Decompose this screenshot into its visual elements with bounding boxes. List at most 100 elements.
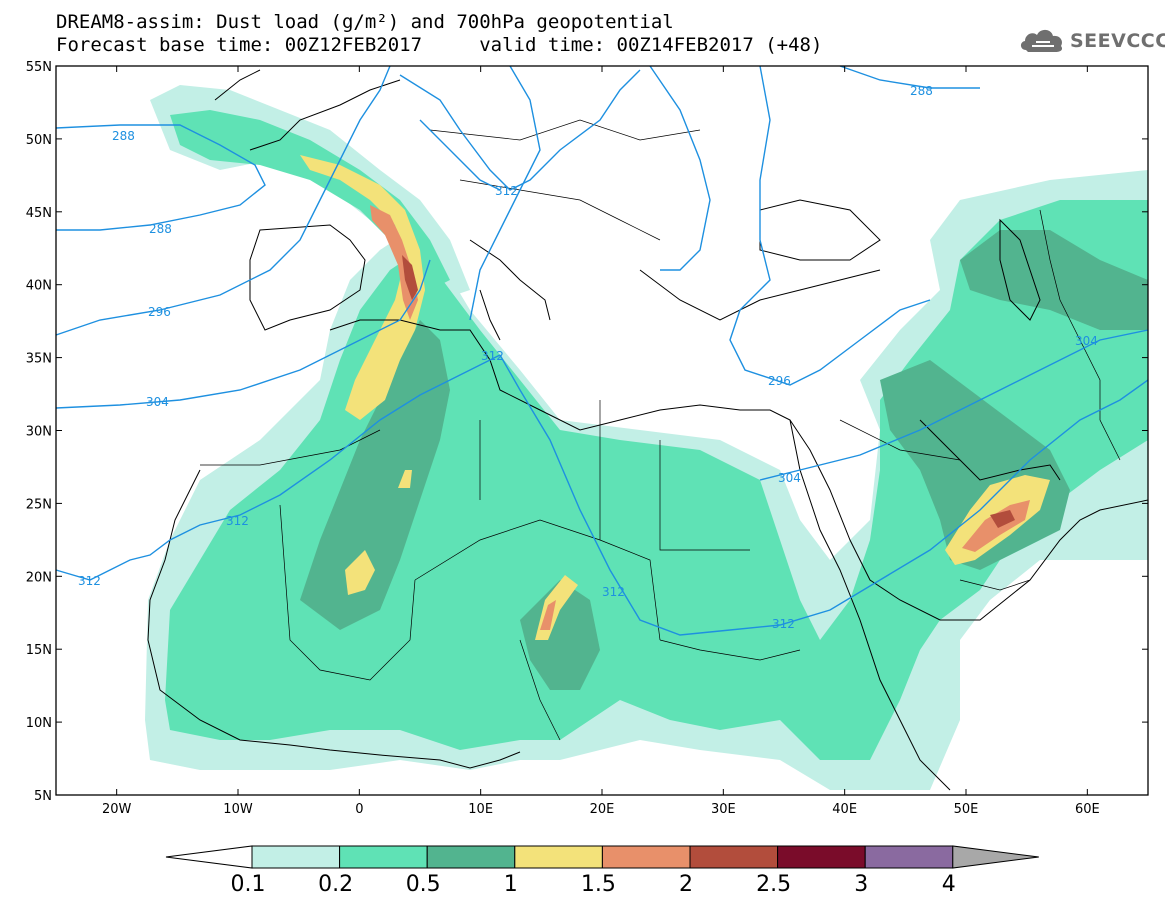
- lon-tick-label: 10W: [223, 802, 253, 817]
- coastlines: [147, 69, 1149, 791]
- border-iran: [1039, 209, 1121, 461]
- coastline-iberia: [249, 224, 366, 331]
- contour-label-296: 296: [148, 305, 171, 319]
- dust-region-dark: [300, 320, 450, 630]
- colorbar-swatch: [864, 845, 954, 869]
- colorbar-over-triangle: [952, 845, 1039, 869]
- dust-region-yellow-algeria: [345, 550, 375, 595]
- lat-tick-label: 40N: [26, 279, 52, 294]
- dust-region-yellow-niger: [398, 470, 412, 488]
- colorbar-swatch: [339, 845, 428, 869]
- colorbar-swatch: [777, 845, 866, 869]
- contour-296-west: [55, 65, 391, 336]
- lat-tick-label: 10N: [26, 716, 52, 731]
- contour-label-304: 304: [778, 471, 801, 485]
- colorbar-under-triangle: [165, 845, 253, 869]
- coastline-arabia: [789, 419, 1149, 621]
- contour-label-304: 304: [146, 395, 169, 409]
- seevccc-logo: SEEVCCC: [1018, 24, 1165, 58]
- border-sahara-5: [659, 440, 750, 551]
- colorbar: [165, 845, 1039, 869]
- contour-label-312: 312: [602, 585, 625, 599]
- border-arabia-1: [839, 419, 961, 461]
- contour-288-north: [839, 65, 980, 89]
- contour-labels: 288 288 288 296 296 304 304 304 312 312 …: [78, 84, 1098, 631]
- contour-312-east: [499, 354, 1149, 636]
- colorbar-label: 0.1: [230, 872, 266, 897]
- contour-312-sahara: [55, 354, 501, 581]
- lat-tick-label: 35N: [26, 352, 52, 367]
- dust-region-orange-gulf: [962, 500, 1030, 552]
- border-europe-2: [459, 179, 661, 241]
- contour-label-288: 288: [112, 129, 135, 143]
- country-borders: [200, 119, 1121, 741]
- contour-label-312: 312: [772, 617, 795, 631]
- coastline-greece-turkey: [639, 269, 881, 321]
- dust-region-orange-chad: [540, 600, 556, 630]
- map-title: DREAM8-assim: Dust load (g/m²) and 700hP…: [56, 11, 674, 33]
- contour-label-304: 304: [1075, 334, 1098, 348]
- latitude-labels: 55N 50N 45N 40N 35N 30N 25N 20N 15N 10N 5N: [26, 60, 52, 804]
- coastline-france-uk: [214, 69, 401, 151]
- geopotential-contours: [55, 65, 1149, 636]
- colorbar-label: 2.5: [756, 872, 792, 897]
- contour-label-312: 312: [226, 514, 249, 528]
- lat-tick-label: 20N: [26, 570, 52, 585]
- border-sahara-3: [414, 519, 661, 641]
- lon-tick-label: 0: [355, 802, 363, 817]
- dust-load-fill: [145, 85, 1148, 790]
- lon-tick-label: 20W: [102, 802, 132, 817]
- map-subtitle: Forecast base time: 00Z12FEB2017 valid t…: [56, 34, 823, 56]
- dust-region-orange-corridor: [370, 205, 418, 320]
- lat-tick-label: 5N: [34, 789, 52, 804]
- contour-288-west: [55, 124, 266, 231]
- contour-304-west: [55, 259, 431, 409]
- contour-296-central: [649, 65, 931, 386]
- colorbar-swatch: [426, 845, 516, 869]
- contour-288-central: [399, 69, 641, 191]
- contour-304-east: [759, 329, 1149, 481]
- dust-region-dark-red-gulf: [990, 510, 1015, 528]
- colorbar-label: 1: [503, 872, 518, 897]
- lon-tick-label: 50E: [954, 802, 979, 817]
- colorbar-swatch: [689, 845, 779, 869]
- coastline-black-sea: [759, 199, 881, 261]
- dust-region-dark-chad: [520, 580, 600, 690]
- lon-tick-label: 40E: [832, 802, 857, 817]
- lat-tick-label: 55N: [26, 60, 52, 75]
- lon-tick-label: 10E: [468, 802, 493, 817]
- contour-label-312: 312: [481, 349, 504, 363]
- lat-tick-label: 15N: [26, 643, 52, 658]
- longitude-labels: 20W 10W 0 10E 20E 30E 40E 50E 60E: [102, 802, 1100, 817]
- contour-label-312: 312: [78, 574, 101, 588]
- logo-text: SEEVCCC: [1070, 30, 1165, 52]
- dust-region-yellow-corridor: [300, 155, 425, 420]
- colorbar-label: 0.2: [318, 872, 354, 897]
- contour-label-288: 288: [910, 84, 933, 98]
- border-europe-1: [429, 119, 701, 141]
- colorbar-swatch: [514, 845, 603, 869]
- border-sahara-1: [200, 429, 381, 466]
- colorbar-label: 4: [941, 872, 956, 897]
- colorbar-label: 3: [854, 872, 869, 897]
- lon-tick-label: 30E: [711, 802, 736, 817]
- border-sahara-8: [659, 639, 801, 661]
- lat-tick-label: 45N: [26, 206, 52, 221]
- border-arabia-2: [959, 579, 1031, 591]
- coastline-gulf: [919, 419, 1061, 481]
- dust-region-dark-red-corridor: [402, 255, 418, 300]
- lon-tick-label: 20E: [590, 802, 615, 817]
- colorbar-label: 1.5: [580, 872, 616, 897]
- lon-tick-label: 60E: [1075, 802, 1100, 817]
- colorbar-label: 2: [679, 872, 693, 897]
- lat-tick-label: 50N: [26, 133, 52, 148]
- contour-312-europe: [419, 119, 501, 191]
- lat-tick-label: 25N: [26, 497, 52, 512]
- contour-label-312: 312: [495, 184, 518, 198]
- coastline-italy: [469, 239, 551, 341]
- lat-tick-label: 30N: [26, 425, 52, 440]
- coastline-africa: [147, 319, 951, 791]
- coastline-caspian: [999, 218, 1041, 321]
- border-sahara-7: [519, 639, 561, 741]
